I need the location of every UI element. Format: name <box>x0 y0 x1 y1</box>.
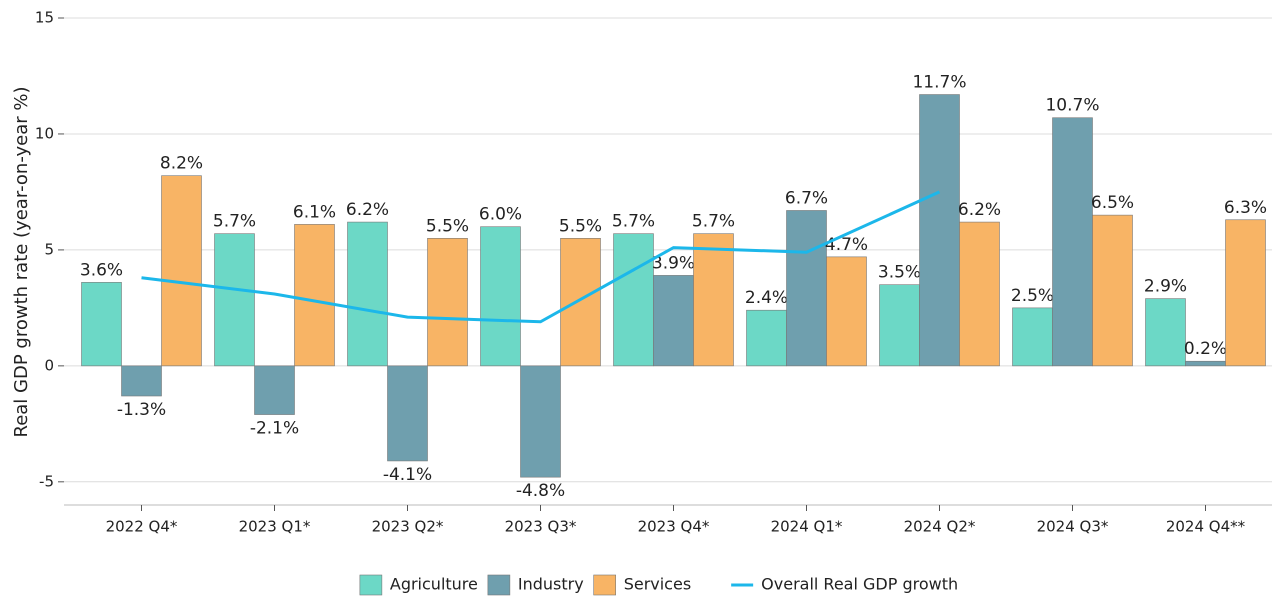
data-label: 6.2% <box>958 200 1001 220</box>
legend-swatch <box>487 574 511 596</box>
data-label: -1.3% <box>117 400 166 420</box>
data-label: 5.7% <box>692 212 735 232</box>
bar <box>693 233 734 367</box>
data-label: 5.7% <box>612 212 655 232</box>
bar <box>919 94 960 367</box>
y-tick-label: -5 <box>39 472 54 490</box>
y-tick-label: 15 <box>35 9 54 27</box>
bar <box>1145 298 1186 367</box>
bar <box>427 238 468 367</box>
bar <box>1012 307 1053 367</box>
data-label: 0.2% <box>1184 339 1227 359</box>
y-tick-label: 0 <box>44 356 54 374</box>
data-label: 11.7% <box>912 73 966 93</box>
x-tick-label: 2023 Q1* <box>239 518 311 536</box>
data-label: 5.5% <box>426 216 469 236</box>
legend-label: Industry <box>518 575 584 594</box>
legend-label: Services <box>624 575 691 594</box>
y-tick-label: 10 <box>35 124 54 142</box>
bar <box>653 275 694 367</box>
bar <box>121 365 162 397</box>
bar <box>959 221 1000 367</box>
y-axis-title: Real GDP growth rate (year-on-year %) <box>11 86 32 437</box>
data-label: 8.2% <box>160 154 203 174</box>
data-label: 6.0% <box>479 205 522 225</box>
data-label: 3.5% <box>878 263 921 283</box>
bar <box>254 365 295 415</box>
bar <box>879 284 920 367</box>
data-label: 5.7% <box>213 212 256 232</box>
bar <box>560 238 601 367</box>
bar <box>520 365 561 478</box>
data-label: 5.5% <box>559 216 602 236</box>
legend-label: Agriculture <box>390 575 478 594</box>
bar <box>1225 219 1266 367</box>
data-label: 3.6% <box>80 260 123 280</box>
data-label: 6.7% <box>785 188 828 208</box>
legend-swatch <box>359 574 383 596</box>
data-label: -4.1% <box>383 465 432 485</box>
bar <box>1052 117 1093 367</box>
data-label: 4.7% <box>825 235 868 255</box>
legend-swatch <box>593 574 616 596</box>
legend-label: Overall Real GDP growth <box>761 575 958 594</box>
bar <box>161 175 202 367</box>
y-tick-label: 5 <box>44 240 54 258</box>
line-series <box>141 190 941 324</box>
x-tick-label: 2022 Q4* <box>106 518 178 536</box>
x-tick-label: 2024 Q1* <box>771 518 843 536</box>
data-label: 2.5% <box>1011 286 1054 306</box>
bar <box>480 226 521 367</box>
data-label: 10.7% <box>1045 96 1099 116</box>
x-tick-label: 2024 Q4** <box>1166 518 1246 536</box>
data-label: 6.5% <box>1091 193 1134 213</box>
bar <box>347 221 388 367</box>
x-tick-label: 2023 Q2* <box>372 518 444 536</box>
data-label: 2.9% <box>1144 277 1187 297</box>
data-label: -2.1% <box>250 419 299 439</box>
data-label: -4.8% <box>516 481 565 501</box>
data-label: 3.9% <box>652 253 695 273</box>
bar <box>613 233 654 367</box>
bar <box>786 210 827 367</box>
x-tick-label: 2024 Q2* <box>904 518 976 536</box>
legend: Agriculture Industry Services Overall Real … <box>359 574 958 596</box>
x-tick-label: 2023 Q3* <box>505 518 577 536</box>
bar <box>294 224 335 367</box>
bar <box>387 365 428 462</box>
bar <box>1185 360 1226 367</box>
bar <box>1092 214 1133 367</box>
data-label: 6.2% <box>346 200 389 220</box>
data-label: 6.1% <box>293 202 336 222</box>
data-label: 2.4% <box>745 288 788 308</box>
bar <box>214 233 255 367</box>
bar <box>81 282 122 367</box>
data-label: 6.3% <box>1224 198 1267 218</box>
bar <box>746 309 787 367</box>
bar <box>826 256 867 367</box>
x-tick-label: 2024 Q3* <box>1037 518 1109 536</box>
x-tick-label: 2023 Q4* <box>638 518 710 536</box>
